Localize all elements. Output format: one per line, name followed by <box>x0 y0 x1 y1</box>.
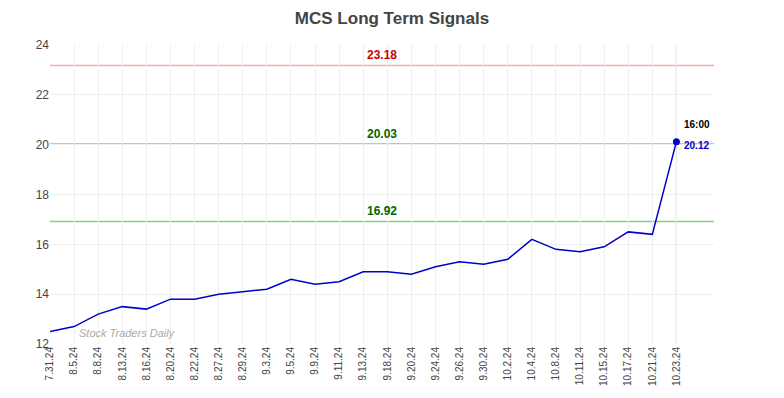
svg-text:10.4.24: 10.4.24 <box>526 347 537 381</box>
svg-text:9.5.24: 9.5.24 <box>285 347 296 375</box>
svg-text:8.29.24: 8.29.24 <box>237 347 248 381</box>
svg-text:9.9.24: 9.9.24 <box>309 347 320 375</box>
svg-text:10.21.24: 10.21.24 <box>647 347 658 386</box>
svg-text:16.92: 16.92 <box>367 204 397 218</box>
svg-text:8.20.24: 8.20.24 <box>165 347 176 381</box>
svg-text:20: 20 <box>36 138 50 152</box>
svg-text:16:00: 16:00 <box>684 119 710 130</box>
svg-text:24: 24 <box>36 38 50 52</box>
svg-text:8.13.24: 8.13.24 <box>117 347 128 381</box>
svg-text:12: 12 <box>36 337 50 351</box>
svg-text:10.15.24: 10.15.24 <box>598 347 609 386</box>
svg-text:10.17.24: 10.17.24 <box>622 347 633 386</box>
svg-text:8.16.24: 8.16.24 <box>141 347 152 381</box>
svg-text:9.11.24: 9.11.24 <box>333 347 344 380</box>
svg-text:10.2.24: 10.2.24 <box>502 347 513 381</box>
svg-text:9.30.24: 9.30.24 <box>478 347 489 381</box>
svg-text:9.13.24: 9.13.24 <box>357 347 368 381</box>
svg-text:MCS Long Term Signals: MCS Long Term Signals <box>295 9 489 28</box>
svg-text:Stock Traders Daily: Stock Traders Daily <box>79 327 176 339</box>
svg-text:16: 16 <box>36 238 50 252</box>
svg-text:8.27.24: 8.27.24 <box>213 347 224 381</box>
svg-text:10.11.24: 10.11.24 <box>574 347 585 386</box>
svg-text:14: 14 <box>36 287 50 301</box>
svg-text:20.03: 20.03 <box>367 127 397 141</box>
svg-text:8.5.24: 8.5.24 <box>68 347 79 375</box>
svg-text:23.18: 23.18 <box>367 48 397 62</box>
svg-text:8.8.24: 8.8.24 <box>92 347 103 375</box>
svg-text:7.31.24: 7.31.24 <box>44 347 55 381</box>
svg-text:20.12: 20.12 <box>684 140 709 151</box>
svg-text:8.22.24: 8.22.24 <box>189 347 200 381</box>
svg-text:9.26.24: 9.26.24 <box>454 347 465 381</box>
svg-text:9.24.24: 9.24.24 <box>430 347 441 381</box>
svg-text:9.3.24: 9.3.24 <box>261 347 272 375</box>
svg-text:22: 22 <box>36 88 50 102</box>
svg-text:10.23.24: 10.23.24 <box>671 347 682 386</box>
svg-text:9.20.24: 9.20.24 <box>406 347 417 381</box>
svg-text:18: 18 <box>36 188 50 202</box>
svg-text:10.8.24: 10.8.24 <box>550 347 561 381</box>
svg-text:9.18.24: 9.18.24 <box>382 347 393 381</box>
